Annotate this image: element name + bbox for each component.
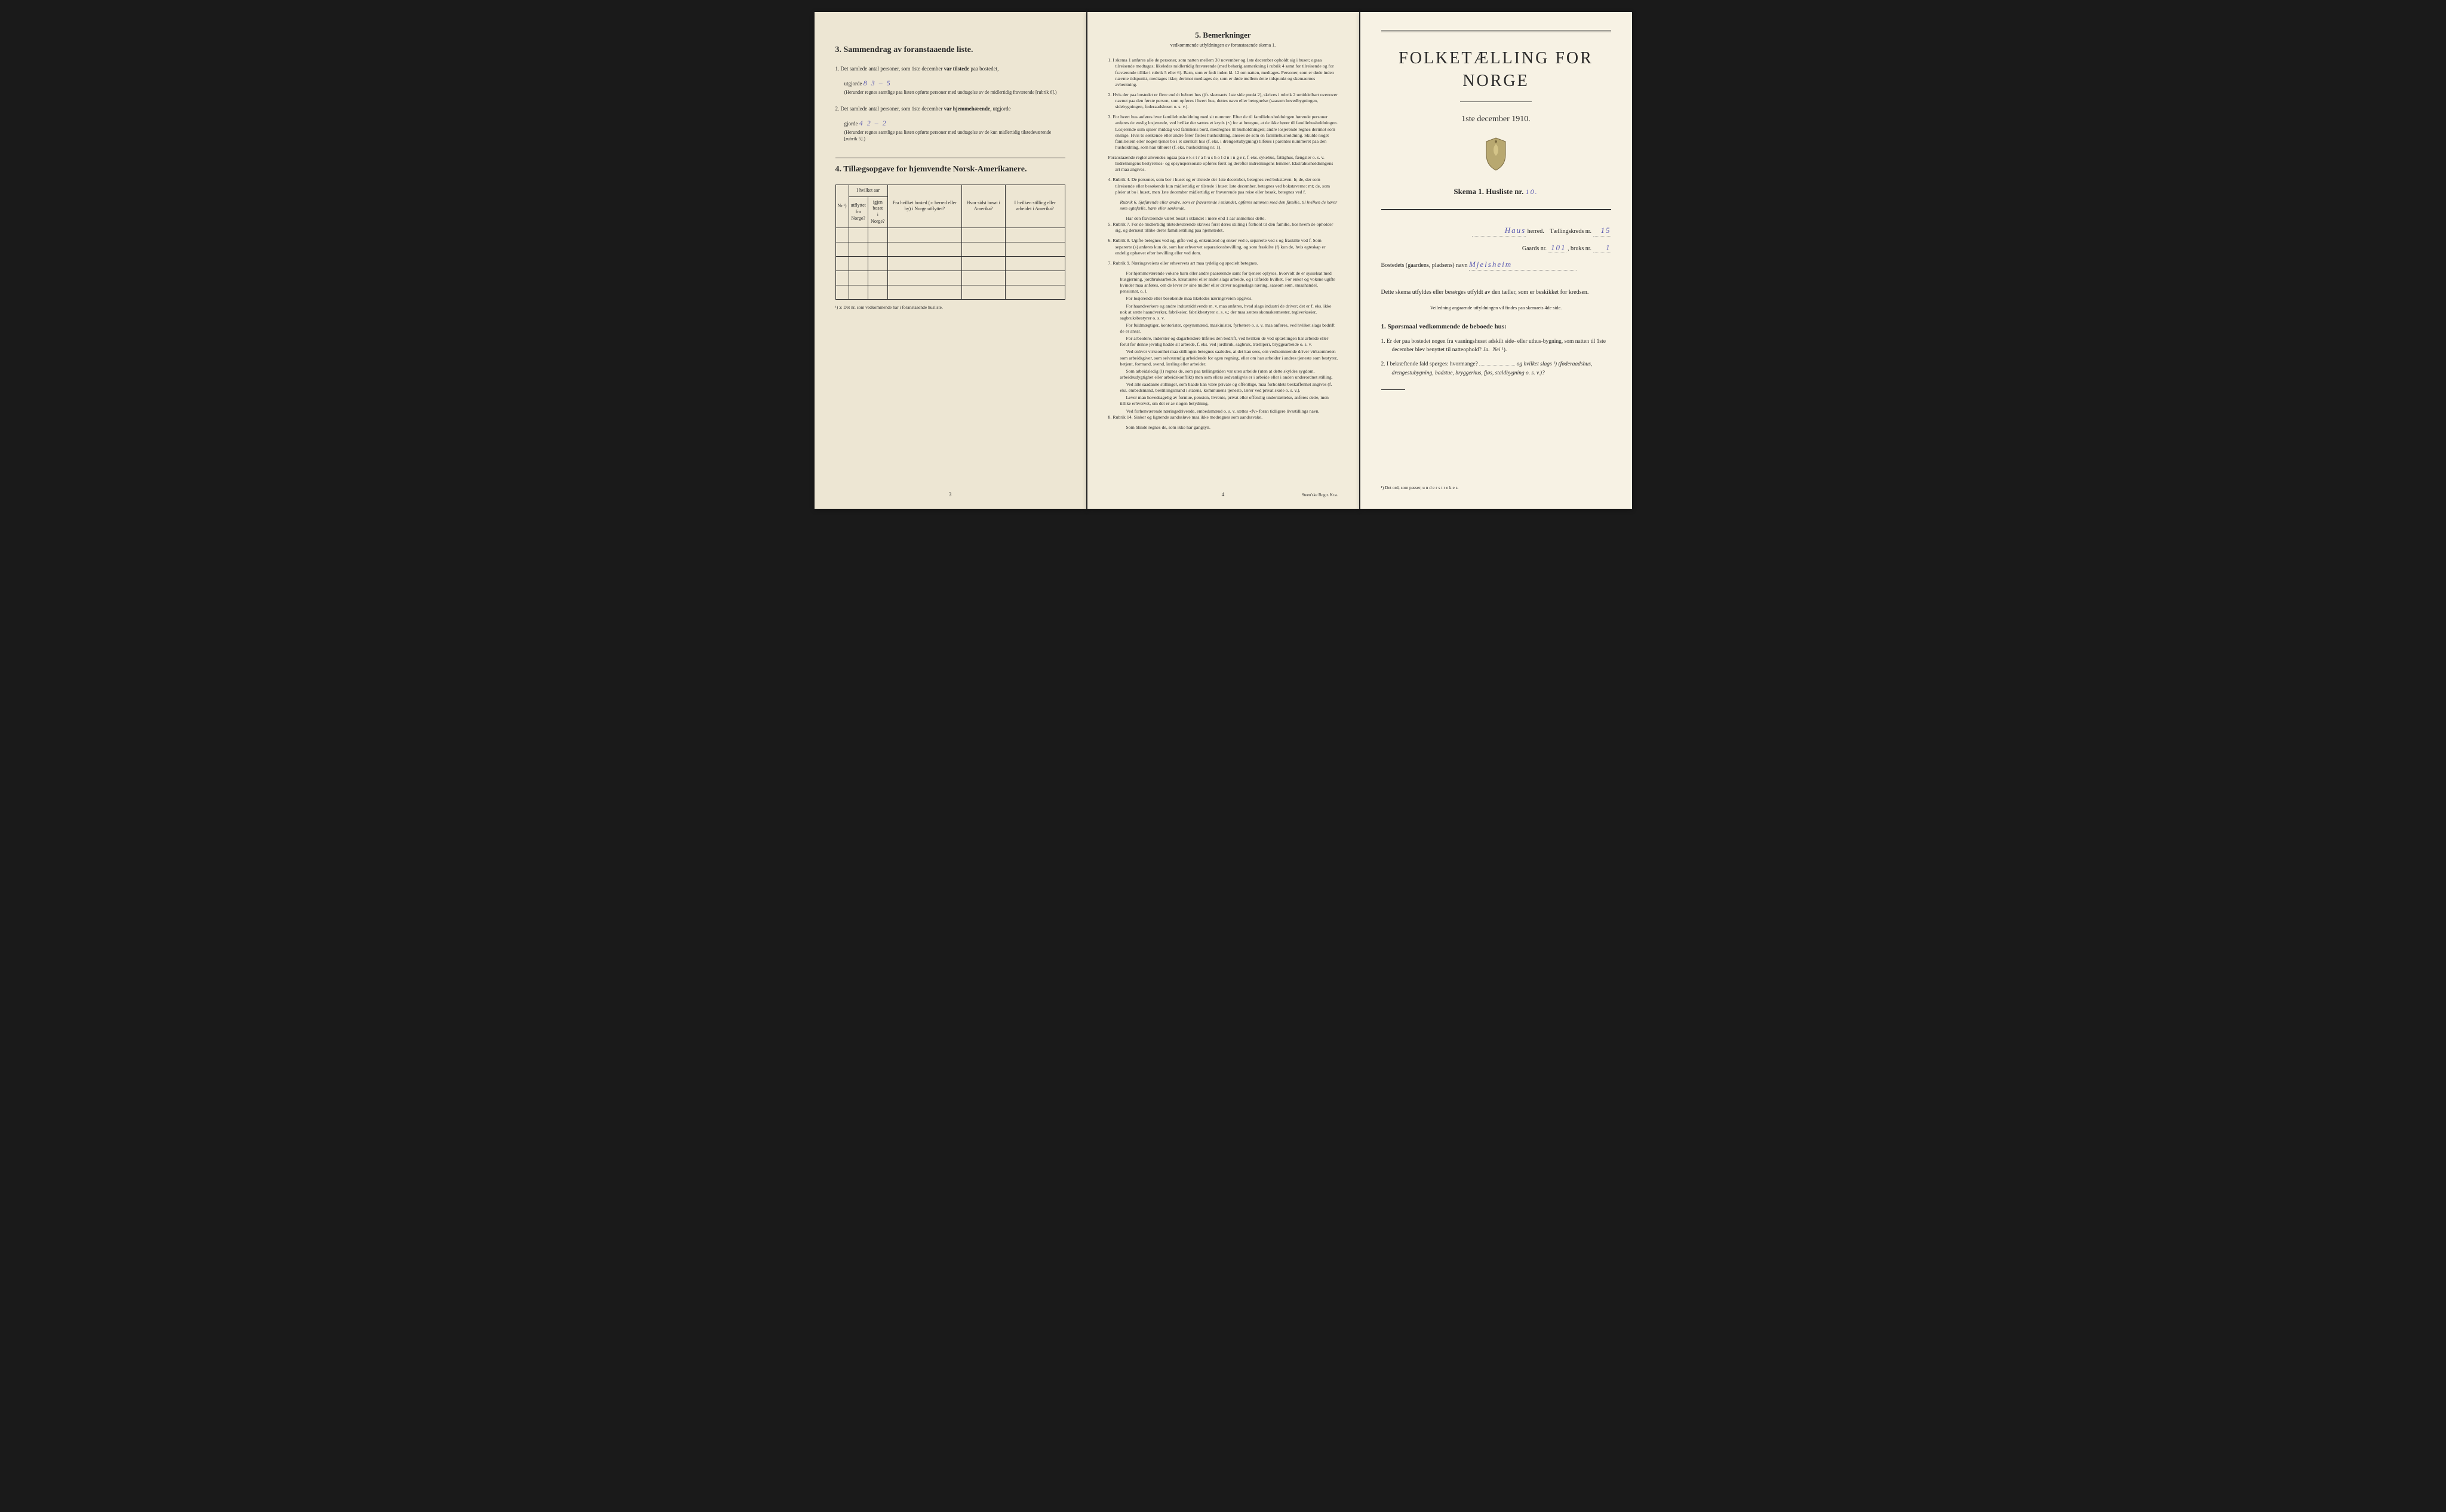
item2-note: (Herunder regnes samtlige paa listen opf… — [835, 130, 1065, 143]
table-row — [835, 228, 1065, 242]
item1-prefix: 1. Det samlede antal personer, som 1ste … — [835, 66, 944, 72]
question-1: 1. Er der paa bostedet nogen fra vaaning… — [1381, 337, 1611, 355]
col-nr: Nr.¹) — [835, 185, 849, 228]
printer-mark: Steen'ske Bogtr. Kr.a. — [1302, 493, 1338, 498]
bruks-value: 1 — [1606, 243, 1611, 252]
q1-sup: ¹). — [1501, 347, 1507, 353]
item1-handwritten: 8 3 – 5 — [864, 79, 892, 87]
herred-label: herred. — [1528, 228, 1544, 235]
remark-indent: Har den fraværende været bosat i utlande… — [1108, 216, 1338, 222]
remark-indent: Ved forhenværende næringsdrivende, embed… — [1108, 408, 1338, 414]
herred-line: Haus herred. Tællingskreds nr. 15 — [1381, 225, 1611, 236]
remark-indent: Ved enhver virksomhet maa stillingen bet… — [1108, 349, 1338, 367]
col-year-merged: I hvilket aar — [849, 185, 887, 196]
remark-item: 7. Rubrik 9. Næringsveiens eller erhverv… — [1108, 260, 1338, 266]
page-title: FOLKETÆLLING FOR NORGE 1ste december 191… — [1360, 12, 1632, 509]
table-row — [835, 242, 1065, 256]
remark-indent: Som blinde regnes de, som ikke har gangs… — [1108, 425, 1338, 431]
remark-item: Foranstaaende regler anvendes ogsaa paa … — [1108, 155, 1338, 173]
q1-ja: Ja. — [1483, 347, 1489, 353]
item2-suffix: , utgjorde — [990, 106, 1011, 112]
remark-item: 3. For hvert hus anføres hver familiehus… — [1108, 114, 1338, 150]
document-spread: 3. Sammendrag av foranstaaende liste. 1.… — [815, 12, 1632, 509]
section-4-title: 4. Tillægsopgave for hjemvendte Norsk-Am… — [835, 164, 1065, 176]
skema-value: 10. — [1526, 188, 1538, 196]
coat-of-arms-icon — [1482, 137, 1510, 171]
kreds-value: 15 — [1601, 226, 1611, 235]
table-row — [835, 285, 1065, 299]
bruks-label: , bruks nr. — [1568, 245, 1591, 252]
intro-text: Dette skema utfyldes eller besørges utfy… — [1381, 288, 1611, 297]
table-row — [835, 271, 1065, 285]
summary-item-2: 2. Det samlede antal personer, som 1ste … — [835, 105, 1065, 112]
remarks-subtitle: vedkommende utfyldningen av foranstaaend… — [1108, 42, 1338, 49]
table-body — [835, 228, 1065, 299]
skema-label: Skema 1. Husliste nr. — [1454, 187, 1523, 196]
q2-text: 2. I bekræftende fald spørges: hvormange… — [1381, 361, 1480, 367]
intro-sub: Veiledning angaaende utfyldningen vil fi… — [1381, 305, 1611, 312]
item2-prefix: 2. Det samlede antal personer, som 1ste … — [835, 106, 944, 112]
main-title: FOLKETÆLLING FOR NORGE — [1381, 47, 1611, 93]
item2-bold: var hjemmehørende — [944, 106, 990, 112]
col-utflyttet: utflyttetfraNorge? — [849, 196, 868, 228]
item2-line2: gjorde 4 2 – 2 — [835, 118, 1065, 128]
item2-handwritten: 4 2 – 2 — [859, 119, 887, 127]
remark-indent: For fuldmægtiger, kontorister, opsynsmæn… — [1108, 322, 1338, 334]
q1-nei: Nei — [1492, 347, 1500, 353]
question-2: 2. I bekræftende fald spørges: hvormange… — [1381, 360, 1611, 377]
remark-item: Rubrik 6. Sjøfarende eller andre, som er… — [1108, 199, 1338, 211]
question-heading: 1. Spørsmaal vedkommende de beboede hus: — [1381, 322, 1611, 331]
gaards-value: 101 — [1551, 243, 1566, 252]
remarks-list: 1. I skema 1 anføres alle de personer, s… — [1108, 57, 1338, 431]
remark-item: 6. Rubrik 8. Ugifte betegnes ved ug, gif… — [1108, 238, 1338, 256]
question-list: 1. Er der paa bostedet nogen fra vaaning… — [1381, 337, 1611, 377]
footnote-rule — [1381, 389, 1405, 390]
item1-suffix: paa bostedet, — [969, 66, 998, 72]
emigrant-table: Nr.¹) I hvilket aar Fra hvilket bosted (… — [835, 185, 1065, 300]
item1-line2: utgjorde 8 3 – 5 — [835, 78, 1065, 88]
remark-item: 5. Rubrik 7. For de midlertidig tilstede… — [1108, 222, 1338, 233]
col-amerika: Hvor sidst bosat i Amerika? — [961, 185, 1005, 228]
gaards-line: Gaards nr. 101 , bruks nr. 1 — [1381, 242, 1611, 254]
table-footnote: ¹) ɔ: Det nr. som vedkommende har i fora… — [835, 305, 1065, 311]
table-row — [835, 256, 1065, 271]
page-number-4: 4 — [1222, 491, 1225, 498]
col-stilling: I hvilken stilling eller arbeidet i Amer… — [1005, 185, 1065, 228]
item1-line2-prefix: utgjorde — [844, 81, 864, 87]
page-number-3: 3 — [949, 491, 952, 498]
col-bosted: Fra hvilket bosted (ɔ: herred eller by) … — [887, 185, 961, 228]
remark-item: 4. Rubrik 4. De personer, som bor i huse… — [1108, 177, 1338, 195]
footnote: ¹) Det ord, som passer, u n d e r s t r … — [1381, 485, 1459, 491]
remark-indent: Som arbeidsledig (l) regnes de, som paa … — [1108, 368, 1338, 380]
item1-bold: var tilstede — [944, 66, 970, 72]
page-3: 3. Sammendrag av foranstaaende liste. 1.… — [815, 12, 1086, 509]
kreds-label: Tællingskreds nr. — [1550, 228, 1591, 235]
remark-indent: For arbeidere, inderster og dagarbeidere… — [1108, 336, 1338, 348]
remarks-title: 5. Bemerkninger — [1108, 30, 1338, 41]
herred-value: Haus — [1505, 226, 1526, 235]
remark-item: 8. Rubrik 14. Sinker og lignende aandssl… — [1108, 414, 1338, 420]
bosted-label: Bostedets (gaardens, pladsens) navn — [1381, 262, 1468, 269]
col-igjen: igjenbosati Norge? — [868, 196, 887, 228]
remark-indent: For losjerende eller besøkende maa likel… — [1108, 296, 1338, 302]
page-4: 5. Bemerkninger vedkommende utfyldningen… — [1087, 12, 1359, 509]
gaards-label: Gaards nr. — [1522, 245, 1547, 252]
remark-indent: For hjemmeværende voksne barn eller andr… — [1108, 271, 1338, 295]
remark-indent: For haandverkere og andre industridriven… — [1108, 303, 1338, 321]
remark-item: 1. I skema 1 anføres alle de personer, s… — [1108, 57, 1338, 88]
bosted-value: Mjelsheim — [1469, 260, 1512, 269]
item1-note: (Herunder regnes samtlige paa listen opf… — [835, 90, 1065, 96]
remark-indent: Ved alle saadanne stillinger, som baade … — [1108, 382, 1338, 394]
skema-rule — [1381, 209, 1611, 210]
remark-item: 2. Hvis der paa bostedet er flere end ét… — [1108, 92, 1338, 110]
summary-item-1: 1. Det samlede antal personer, som 1ste … — [835, 65, 1065, 72]
remark-indent: Lever man hovedsagelig av formue, pensio… — [1108, 395, 1338, 407]
skema-line: Skema 1. Husliste nr. 10. — [1381, 186, 1611, 197]
section-3-title: 3. Sammendrag av foranstaaende liste. — [835, 45, 1065, 56]
bosted-line: Bostedets (gaardens, pladsens) navn Mjel… — [1381, 259, 1611, 271]
main-subtitle: 1ste december 1910. — [1381, 114, 1611, 125]
